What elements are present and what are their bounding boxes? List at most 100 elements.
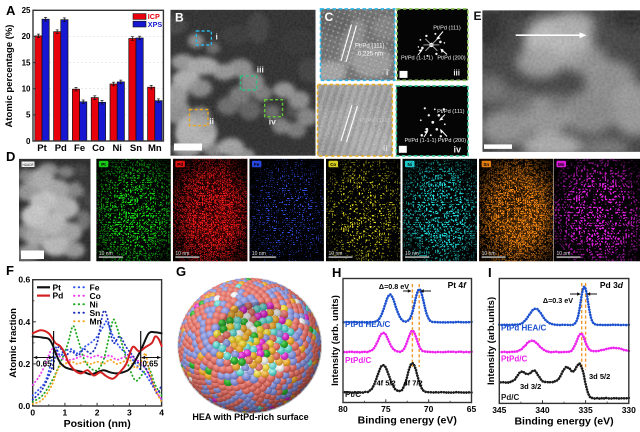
svg-text:Ni: Ni <box>407 162 412 167</box>
svg-text:Pt/Pd (200): Pt/Pd (200) <box>438 138 466 144</box>
svg-text:XPS: XPS <box>148 20 163 29</box>
svg-text:Intensity (arb.units): Intensity (arb.units) <box>486 297 497 385</box>
svg-text:F: F <box>6 263 14 278</box>
svg-text:Pt 4f: Pt 4f <box>448 280 468 290</box>
svg-text:iv: iv <box>453 145 461 155</box>
svg-text:15: 15 <box>22 58 31 67</box>
svg-text:3d 5/2: 3d 5/2 <box>589 372 610 381</box>
svg-text:i: i <box>216 32 218 42</box>
svg-text:0.4: 0.4 <box>18 317 30 327</box>
svg-text:25: 25 <box>22 6 31 15</box>
svg-text:iv: iv <box>269 117 276 127</box>
svg-text:PtPd HEA/C: PtPd HEA/C <box>345 320 391 329</box>
svg-text:10 nm: 10 nm <box>99 251 113 257</box>
svg-text:Pt/Pd (111): Pt/Pd (111) <box>437 109 465 115</box>
svg-text:0.225 nm: 0.225 nm <box>358 52 383 58</box>
svg-text:0.6: 0.6 <box>18 275 30 285</box>
svg-text:Pt/Pd (111): Pt/Pd (111) <box>360 118 389 124</box>
svg-text:Pd 3d: Pd 3d <box>600 280 624 290</box>
svg-text:Mn: Mn <box>90 316 102 326</box>
svg-text:Ni: Ni <box>112 143 122 154</box>
svg-text:0.65: 0.65 <box>36 360 52 369</box>
svg-text:G: G <box>176 264 186 279</box>
svg-text:70: 70 <box>424 404 434 414</box>
svg-text:0.65: 0.65 <box>143 360 159 369</box>
svg-text:10 nm: 10 nm <box>252 251 266 257</box>
svg-text:Pt/C: Pt/C <box>345 390 361 399</box>
svg-text:A: A <box>6 3 16 18</box>
svg-text:10 nm: 10 nm <box>175 251 189 257</box>
svg-text:PtPd HEA/C: PtPd HEA/C <box>501 324 547 333</box>
svg-text:10 nm: 10 nm <box>329 251 343 257</box>
svg-text:Co: Co <box>330 162 336 167</box>
svg-text:Binding energy (eV): Binding energy (eV) <box>514 415 613 427</box>
svg-text:Pd: Pd <box>177 162 183 167</box>
svg-text:Ni: Ni <box>90 299 99 309</box>
svg-text:3d 3/2: 3d 3/2 <box>520 382 541 391</box>
svg-text:Pd/C: Pd/C <box>501 393 519 402</box>
svg-text:0.0: 0.0 <box>18 401 30 411</box>
svg-text:5: 5 <box>26 111 31 120</box>
svg-text:0.2: 0.2 <box>18 359 30 369</box>
svg-text:65: 65 <box>467 404 477 414</box>
svg-text:PtPd/C: PtPd/C <box>501 355 527 364</box>
svg-text:H: H <box>332 265 341 280</box>
svg-text:D: D <box>6 149 15 164</box>
svg-text:330: 330 <box>622 405 636 415</box>
svg-text:Fe: Fe <box>254 162 260 167</box>
svg-text:Sn: Sn <box>130 143 142 154</box>
svg-text:Pt/Pd (1-1-1): Pt/Pd (1-1-1) <box>401 56 433 62</box>
svg-text:Pt: Pt <box>53 282 62 292</box>
svg-text:345: 345 <box>492 405 506 415</box>
svg-text:Intensity (arb. units): Intensity (arb. units) <box>330 295 341 386</box>
svg-text:Co: Co <box>92 143 105 154</box>
svg-text:Atomic fraction: Atomic fraction <box>8 308 19 378</box>
svg-text:iii: iii <box>257 65 264 75</box>
svg-text:C: C <box>325 10 334 24</box>
svg-text:Δ=0.8 eV: Δ=0.8 eV <box>379 282 409 291</box>
svg-text:Pd: Pd <box>55 143 67 154</box>
svg-text:Position (nm): Position (nm) <box>64 418 131 430</box>
svg-text:10: 10 <box>22 85 31 94</box>
svg-text:0: 0 <box>30 408 35 418</box>
svg-text:HEA with PtPd-rich surface: HEA with PtPd-rich surface <box>192 412 308 422</box>
svg-text:ICP: ICP <box>148 12 160 21</box>
svg-text:i: i <box>386 68 388 77</box>
svg-text:80: 80 <box>338 404 348 414</box>
svg-text:10 nm: 10 nm <box>482 251 496 257</box>
svg-text:ii: ii <box>383 144 387 153</box>
svg-text:Pt/Pd (111): Pt/Pd (111) <box>433 26 461 32</box>
svg-text:Fe: Fe <box>90 282 100 292</box>
svg-text:4: 4 <box>159 408 164 418</box>
svg-text:B: B <box>175 11 184 25</box>
svg-text:Mn: Mn <box>148 143 162 154</box>
svg-text:3: 3 <box>127 408 132 418</box>
svg-text:Pt: Pt <box>37 143 47 154</box>
svg-text:Mn: Mn <box>558 162 565 167</box>
svg-text:Pt/Pd (1-1-1): Pt/Pd (1-1-1) <box>404 138 436 144</box>
svg-text:Co: Co <box>90 291 101 301</box>
svg-text:Fe: Fe <box>74 143 85 154</box>
svg-text:1: 1 <box>63 408 68 418</box>
svg-text:335: 335 <box>579 405 593 415</box>
svg-text:10 nm: 10 nm <box>405 251 419 257</box>
svg-text:ii: ii <box>209 116 214 126</box>
svg-text:4f 5/2: 4f 5/2 <box>377 379 396 388</box>
svg-text:Pt/Pd (200): Pt/Pd (200) <box>437 56 465 62</box>
svg-text:Sn: Sn <box>90 308 101 318</box>
svg-text:Binding energy (eV): Binding energy (eV) <box>358 415 457 427</box>
svg-text:340: 340 <box>535 405 549 415</box>
svg-text:Pt: Pt <box>101 162 106 167</box>
svg-text:10 nm: 10 nm <box>557 251 571 257</box>
svg-text:4f 7/2: 4f 7/2 <box>404 379 423 388</box>
svg-text:Atomic percentage (%): Atomic percentage (%) <box>4 25 15 128</box>
svg-text:2: 2 <box>95 408 100 418</box>
svg-text:I: I <box>488 265 492 280</box>
svg-text:Sn: Sn <box>483 162 489 167</box>
svg-text:Δ=0.3 eV: Δ=0.3 eV <box>543 296 573 305</box>
svg-text:E: E <box>474 9 482 23</box>
svg-text:75: 75 <box>381 404 391 414</box>
svg-text:HAADF: HAADF <box>22 163 33 167</box>
svg-text:Pd: Pd <box>53 291 64 301</box>
svg-text:Pt/Pd (111): Pt/Pd (111) <box>355 44 384 50</box>
